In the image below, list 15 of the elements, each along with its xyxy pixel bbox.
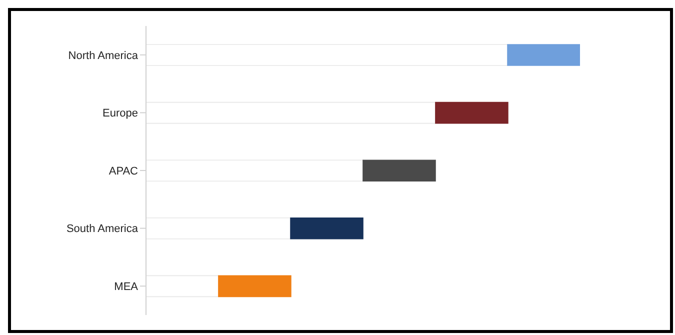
bar: [290, 217, 364, 240]
bar: [146, 102, 436, 124]
y-tick-label: North America: [68, 50, 139, 62]
bar: [146, 217, 291, 240]
bar: [218, 275, 292, 298]
bar: [146, 275, 219, 298]
bar: [146, 44, 508, 66]
bar: [507, 44, 580, 66]
y-tick-label: MEA: [114, 281, 139, 294]
y-tick-label: Europe: [102, 108, 138, 120]
y-tick-label: APAC: [108, 165, 138, 178]
bar: [146, 160, 364, 182]
bar: [435, 102, 508, 124]
bar: [362, 160, 436, 182]
y-tick-label: South America: [66, 223, 139, 236]
